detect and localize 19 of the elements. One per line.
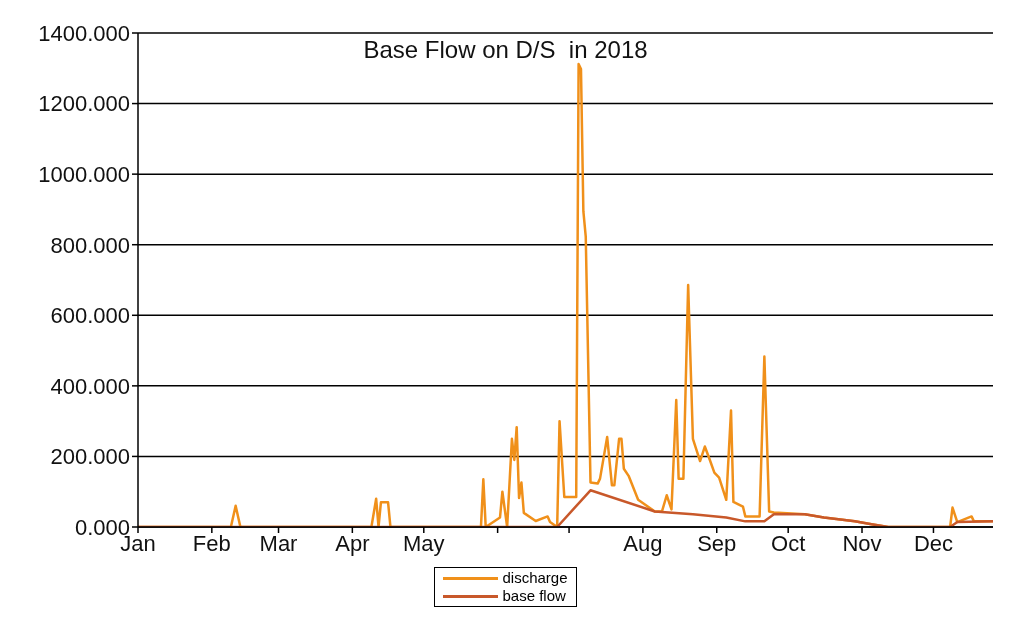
y-tick-label: 1200.000 — [38, 91, 130, 117]
legend-label: base flow — [502, 587, 566, 605]
y-tick-label: 1400.000 — [38, 20, 130, 46]
y-tick-label: 800.000 — [50, 232, 130, 258]
y-tick-label: 200.000 — [50, 444, 130, 470]
y-tick-label: 600.000 — [50, 303, 130, 329]
x-tick-label: Sep — [697, 530, 737, 556]
y-tick-label: 400.000 — [50, 373, 130, 399]
x-tick-label: Oct — [771, 530, 806, 556]
x-tick-label: Nov — [842, 530, 882, 556]
x-tick-label: Mar — [259, 530, 298, 556]
x-tick-label: Feb — [192, 530, 231, 556]
x-tick-label: May — [403, 530, 445, 556]
x-tick-label: Dec — [913, 530, 954, 556]
chart-title: Base Flow on D/S in 2018 — [363, 36, 648, 63]
legend-label: discharge — [502, 569, 568, 587]
x-tick-label: Aug — [623, 530, 663, 556]
x-tick-label: Apr — [335, 530, 370, 556]
y-tick-label: 1000.000 — [38, 161, 130, 187]
